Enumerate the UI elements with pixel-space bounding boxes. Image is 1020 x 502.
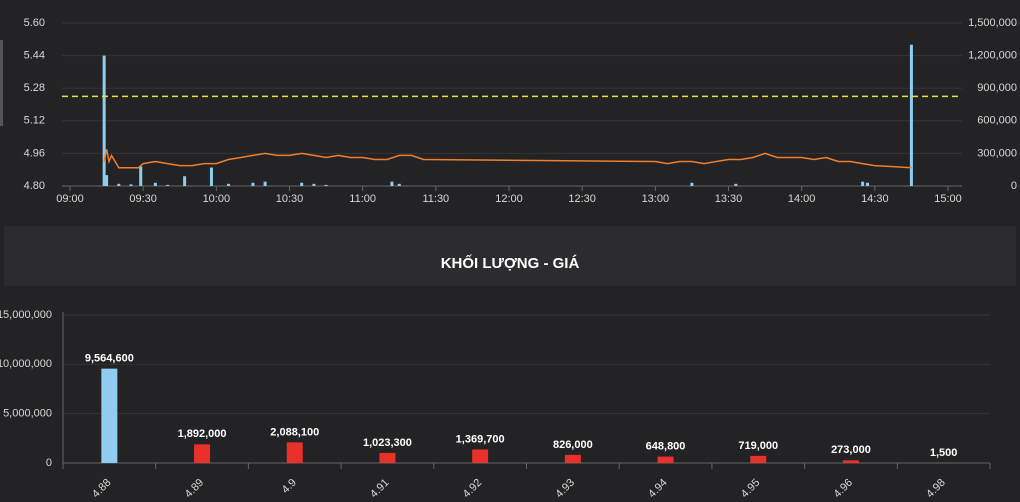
y2-tick-label: 1,200,000 (968, 50, 1017, 62)
x-tick-label: 14:00 (788, 193, 816, 205)
volume-bar (209, 167, 213, 186)
value-label: 273,000 (831, 444, 871, 456)
volume-bar (734, 183, 738, 186)
y-tick-label: 15,000,000 (0, 309, 52, 321)
scrollbar (0, 40, 3, 126)
bar (564, 454, 581, 463)
x-tick-label: 09:30 (129, 193, 157, 205)
value-label: 648,800 (646, 441, 686, 453)
volume-bar (866, 182, 870, 186)
value-label: 1,369,700 (456, 433, 505, 445)
volume-bar (117, 183, 121, 186)
y-tick-label: 5.44 (24, 50, 45, 62)
y-tick-label: 10,000,000 (0, 358, 52, 370)
x-tick-label: 13:30 (715, 193, 743, 205)
y2-tick-label: 600,000 (977, 115, 1017, 127)
x-tick-label: 10:30 (276, 193, 304, 205)
x-tick-label: 09:00 (56, 193, 84, 205)
x-tick-label: 10:00 (203, 193, 231, 205)
y2-tick-label: 300,000 (977, 147, 1017, 159)
y-tick-label: 4.96 (24, 147, 45, 159)
title-band (4, 226, 1016, 286)
value-label: 1,023,300 (363, 437, 412, 449)
bar (286, 442, 303, 463)
bar (379, 452, 396, 463)
volume-bar (153, 182, 157, 186)
y-tick-label: 5.60 (24, 17, 45, 29)
x-tick-label: 13:00 (642, 193, 670, 205)
volume-bar (397, 183, 401, 186)
volume-bar (166, 184, 170, 186)
y-tick-label: 0 (46, 457, 52, 469)
volume-bar (300, 182, 304, 186)
volume-bar (861, 181, 865, 186)
volume-bar (263, 181, 267, 186)
y-tick-label: 5.12 (24, 115, 45, 127)
y2-tick-label: 900,000 (977, 82, 1017, 94)
volume-bar (139, 166, 143, 186)
bar (750, 455, 767, 463)
volume-bar (324, 184, 328, 186)
y2-tick-label: 1,500,000 (968, 17, 1017, 29)
y-tick-label: 5.28 (24, 82, 45, 94)
volume-bar (102, 55, 106, 186)
x-tick-label: 12:30 (568, 193, 596, 205)
x-tick-label: 11:00 (349, 193, 376, 205)
bar (657, 456, 674, 463)
y2-tick-label: 0 (1011, 180, 1017, 192)
value-label: 719,000 (738, 440, 778, 452)
volume-bar (105, 175, 109, 186)
value-label: 2,088,100 (270, 426, 319, 438)
chart-title: KHỐI LƯỢNG - GIÁ (441, 254, 580, 272)
value-label: 1,892,000 (178, 428, 227, 440)
volume-bar (312, 183, 316, 186)
bar (194, 444, 211, 463)
bar (101, 368, 118, 463)
volume-bar (909, 44, 913, 186)
y-tick-label: 5,000,000 (3, 408, 52, 420)
x-tick-label: 14:30 (861, 193, 889, 205)
volume-bar (390, 181, 394, 186)
value-label: 1,500 (930, 447, 958, 459)
price-line (103, 149, 912, 169)
x-tick-label: 12:00 (495, 193, 523, 205)
value-label: 9,564,600 (85, 353, 134, 365)
volume-bar (129, 184, 133, 186)
volume-bar (227, 183, 231, 186)
value-label: 826,000 (553, 439, 593, 451)
volume-bar (251, 182, 255, 186)
bar (472, 449, 489, 463)
x-tick-label: 11:30 (422, 193, 449, 205)
volume-bar (690, 182, 694, 186)
x-tick-label: 15:00 (934, 193, 962, 205)
bar (842, 460, 859, 463)
volume-bar (183, 176, 187, 186)
y-tick-label: 4.80 (24, 180, 45, 192)
